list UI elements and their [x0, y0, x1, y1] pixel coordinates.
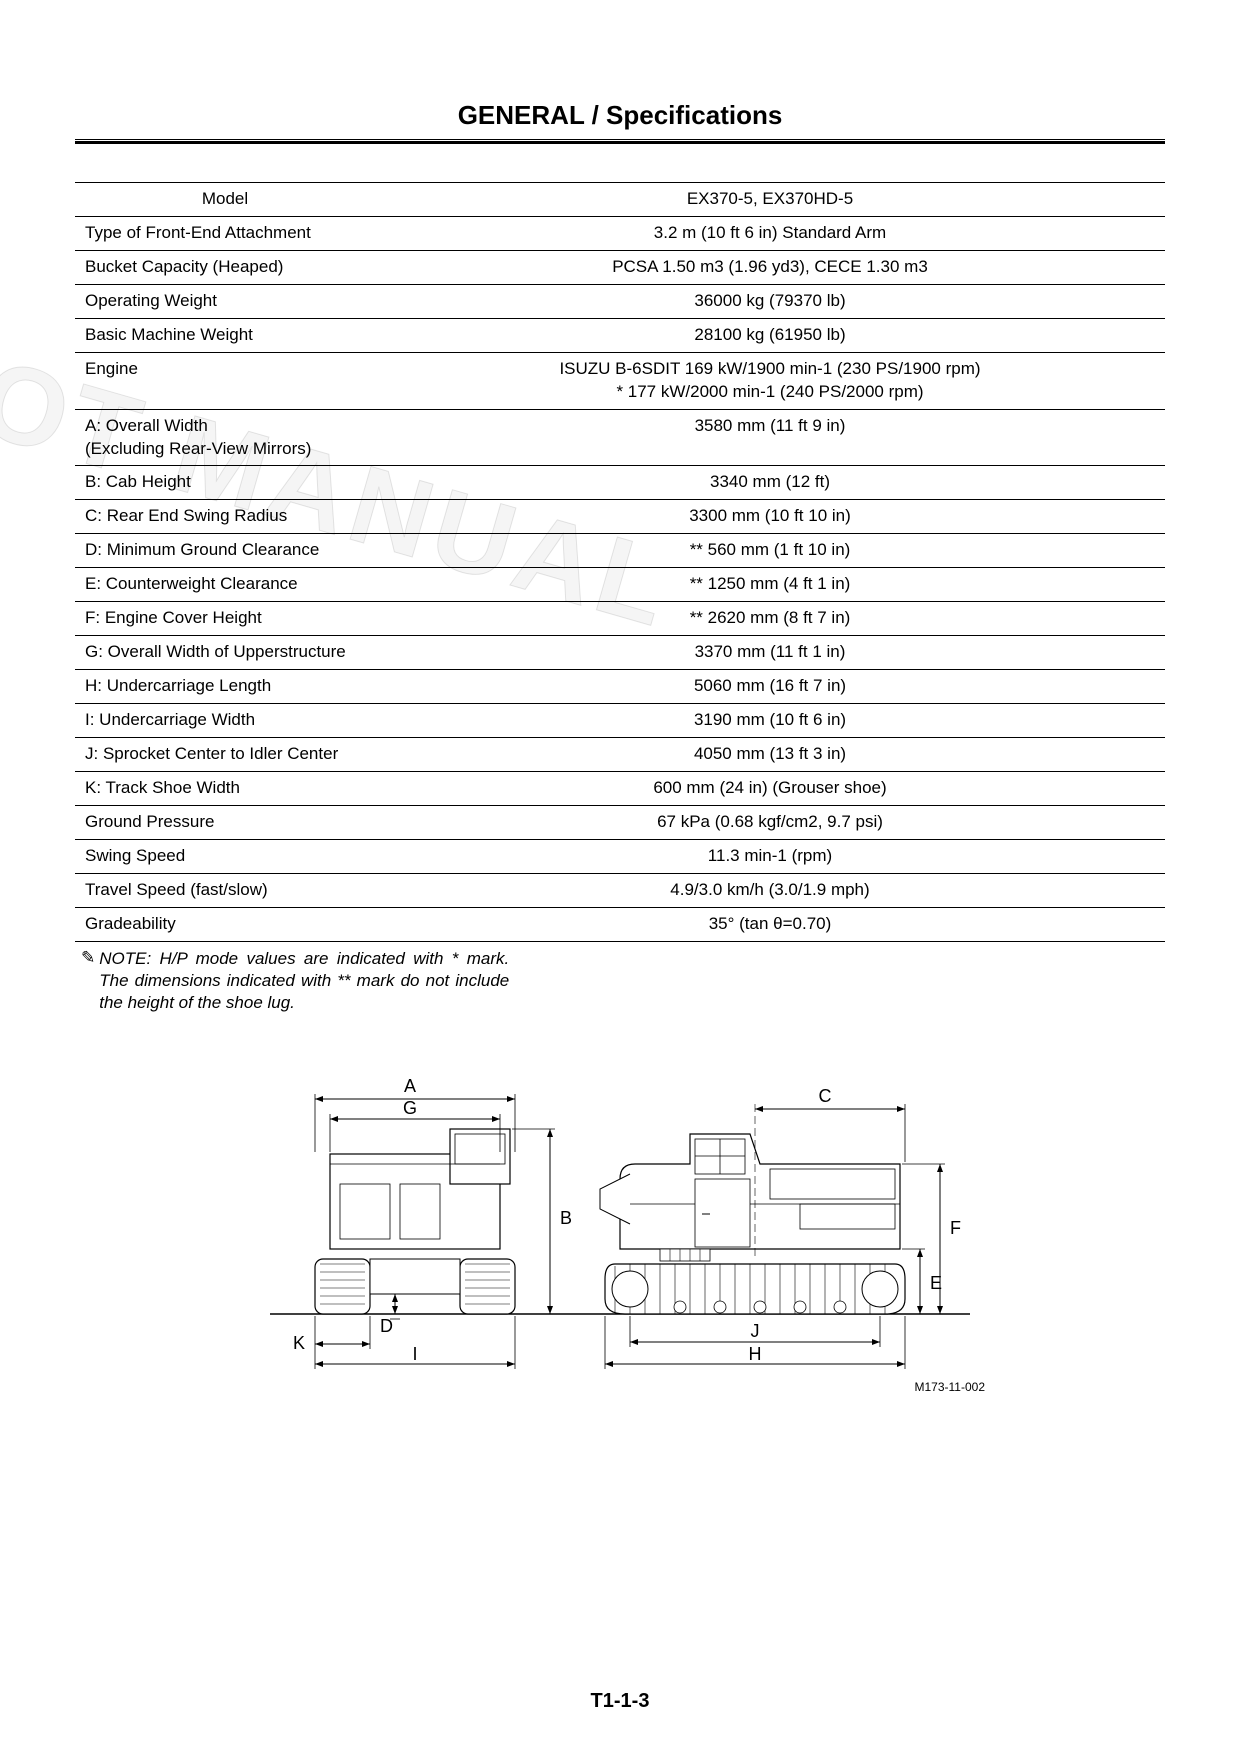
spec-label: Travel Speed (fast/slow)	[75, 873, 375, 907]
diagram-reference-number: M173-11-002	[75, 1380, 1165, 1394]
dim-label-c: C	[819, 1086, 832, 1106]
spec-label: K: Track Shoe Width	[75, 771, 375, 805]
spec-label: A: Overall Width(Excluding Rear-View Mir…	[75, 409, 375, 466]
spec-value: EX370-5, EX370HD-5	[375, 183, 1165, 217]
note-body: H/P mode values are indicated with * mar…	[99, 949, 509, 1012]
dim-label-g: G	[403, 1098, 417, 1118]
spec-value: ** 1250 mm (4 ft 1 in)	[375, 568, 1165, 602]
spec-label: Type of Front-End Attachment	[75, 216, 375, 250]
dim-label-k: K	[293, 1333, 305, 1353]
spec-value: 11.3 min-1 (rpm)	[375, 839, 1165, 873]
spec-label: Gradeability	[75, 907, 375, 941]
table-row: C: Rear End Swing Radius3300 mm (10 ft 1…	[75, 500, 1165, 534]
spec-value: 600 mm (24 in) (Grouser shoe)	[375, 771, 1165, 805]
diagram-container: A G B D K	[75, 1064, 1165, 1374]
note-label: NOTE:	[99, 949, 151, 968]
spec-label: I: Undercarriage Width	[75, 704, 375, 738]
dimension-diagram: A G B D K	[260, 1064, 980, 1374]
dim-label-j: J	[751, 1321, 760, 1341]
spec-value: 3300 mm (10 ft 10 in)	[375, 500, 1165, 534]
dim-label-f: F	[950, 1218, 961, 1238]
spec-value: 28100 kg (61950 lb)	[375, 318, 1165, 352]
table-row: G: Overall Width of Upperstructure3370 m…	[75, 636, 1165, 670]
table-row: A: Overall Width(Excluding Rear-View Mir…	[75, 409, 1165, 466]
spec-label: J: Sprocket Center to Idler Center	[75, 737, 375, 771]
spec-value: 5060 mm (16 ft 7 in)	[375, 670, 1165, 704]
spec-label: Ground Pressure	[75, 805, 375, 839]
dim-label-e: E	[930, 1273, 942, 1293]
table-row: Bucket Capacity (Heaped)PCSA 1.50 m3 (1.…	[75, 250, 1165, 284]
note-block: ✎ NOTE: H/P mode values are indicated wi…	[75, 948, 1165, 1014]
spec-value: 4.9/3.0 km/h (3.0/1.9 mph)	[375, 873, 1165, 907]
spec-value: ** 560 mm (1 ft 10 in)	[375, 534, 1165, 568]
table-row: I: Undercarriage Width3190 mm (10 ft 6 i…	[75, 704, 1165, 738]
table-row: F: Engine Cover Height** 2620 mm (8 ft 7…	[75, 602, 1165, 636]
table-row: EngineISUZU B-6SDIT 169 kW/1900 min-1 (2…	[75, 352, 1165, 409]
spec-label: B: Cab Height	[75, 466, 375, 500]
spec-label: G: Overall Width of Upperstructure	[75, 636, 375, 670]
table-row: K: Track Shoe Width600 mm (24 in) (Grous…	[75, 771, 1165, 805]
page-title: GENERAL / Specifications	[75, 100, 1165, 131]
table-row: H: Undercarriage Length5060 mm (16 ft 7 …	[75, 670, 1165, 704]
specifications-table: ModelEX370-5, EX370HD-5Type of Front-End…	[75, 182, 1165, 942]
table-row: E: Counterweight Clearance** 1250 mm (4 …	[75, 568, 1165, 602]
dim-label-i: I	[412, 1344, 417, 1364]
spec-label: Basic Machine Weight	[75, 318, 375, 352]
table-row: Basic Machine Weight28100 kg (61950 lb)	[75, 318, 1165, 352]
spec-value: 36000 kg (79370 lb)	[375, 284, 1165, 318]
spec-label: H: Undercarriage Length	[75, 670, 375, 704]
spec-value: 35° (tan θ=0.70)	[375, 907, 1165, 941]
spec-label: Engine	[75, 352, 375, 409]
spec-label: Swing Speed	[75, 839, 375, 873]
spec-value: 67 kPa (0.68 kgf/cm2, 9.7 psi)	[375, 805, 1165, 839]
table-row: Swing Speed11.3 min-1 (rpm)	[75, 839, 1165, 873]
table-row: Type of Front-End Attachment3.2 m (10 ft…	[75, 216, 1165, 250]
table-row: Operating Weight36000 kg (79370 lb)	[75, 284, 1165, 318]
table-row: Travel Speed (fast/slow)4.9/3.0 km/h (3.…	[75, 873, 1165, 907]
spec-value: 3190 mm (10 ft 6 in)	[375, 704, 1165, 738]
spec-label: E: Counterweight Clearance	[75, 568, 375, 602]
spec-label: C: Rear End Swing Radius	[75, 500, 375, 534]
spec-label: Model	[75, 183, 375, 217]
spec-value: 3580 mm (11 ft 9 in)	[375, 409, 1165, 466]
spec-value: 4050 mm (13 ft 3 in)	[375, 737, 1165, 771]
page-container: OT MANUAL GENERAL / Specifications Model…	[0, 0, 1240, 1755]
spec-value: 3.2 m (10 ft 6 in) Standard Arm	[375, 216, 1165, 250]
dim-label-a: A	[404, 1076, 416, 1096]
page-number: T1-1-3	[0, 1690, 1240, 1713]
table-row: Ground Pressure67 kPa (0.68 kgf/cm2, 9.7…	[75, 805, 1165, 839]
spec-value: ** 2620 mm (8 ft 7 in)	[375, 602, 1165, 636]
dim-label-h: H	[749, 1344, 762, 1364]
table-row: Gradeability35° (tan θ=0.70)	[75, 907, 1165, 941]
spec-table-body: ModelEX370-5, EX370HD-5Type of Front-End…	[75, 183, 1165, 942]
dim-label-b: B	[560, 1208, 572, 1228]
spec-label: F: Engine Cover Height	[75, 602, 375, 636]
table-row: ModelEX370-5, EX370HD-5	[75, 183, 1165, 217]
spec-value: ISUZU B-6SDIT 169 kW/1900 min-1 (230 PS/…	[375, 352, 1165, 409]
spec-value: PCSA 1.50 m3 (1.96 yd3), CECE 1.30 m3	[375, 250, 1165, 284]
spec-value: 3370 mm (11 ft 1 in)	[375, 636, 1165, 670]
table-row: J: Sprocket Center to Idler Center4050 m…	[75, 737, 1165, 771]
table-row: D: Minimum Ground Clearance** 560 mm (1 …	[75, 534, 1165, 568]
spec-value: 3340 mm (12 ft)	[375, 466, 1165, 500]
title-underline	[75, 139, 1165, 144]
table-row: B: Cab Height3340 mm (12 ft)	[75, 466, 1165, 500]
note-text: NOTE: H/P mode values are indicated with…	[99, 948, 509, 1014]
spec-label: D: Minimum Ground Clearance	[75, 534, 375, 568]
spec-label: Operating Weight	[75, 284, 375, 318]
spec-label: Bucket Capacity (Heaped)	[75, 250, 375, 284]
pencil-icon: ✎	[81, 948, 95, 1014]
